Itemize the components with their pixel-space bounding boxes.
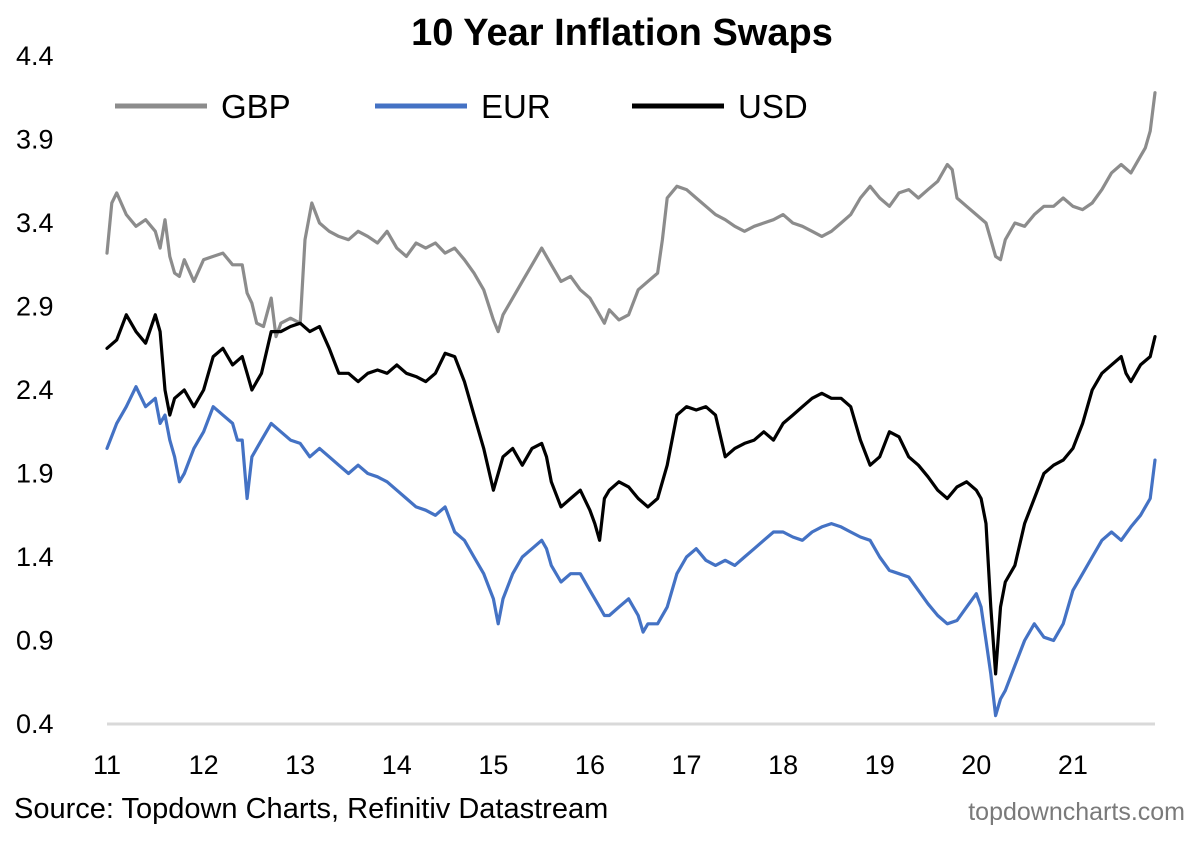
- x-tick-label: 11: [93, 750, 121, 780]
- plot-area: [105, 91, 1157, 718]
- y-tick-label: 1.9: [16, 459, 54, 489]
- y-tick-label: 1.4: [16, 542, 54, 572]
- legend-label-gbp: GBP: [221, 88, 291, 125]
- x-tick-label: 15: [478, 750, 508, 780]
- y-tick-label: 3.9: [16, 125, 54, 155]
- x-tick-label: 12: [189, 750, 219, 780]
- y-tick-label: 3.4: [16, 208, 54, 238]
- series-line-eur: [105, 385, 1157, 718]
- legend-label-eur: EUR: [481, 88, 551, 125]
- x-tick-label: 21: [1058, 750, 1088, 780]
- source-note: Source: Topdown Charts, Refinitiv Datast…: [14, 793, 608, 825]
- series-line-usd: [105, 313, 1157, 676]
- chart-title: 10 Year Inflation Swaps: [411, 12, 833, 54]
- x-tick-label: 13: [285, 750, 315, 780]
- x-axis: 11 12 13 14 15 16 17 18 19 20 21: [93, 750, 1088, 780]
- x-tick-label: 14: [382, 750, 412, 780]
- x-tick-label: 18: [768, 750, 798, 780]
- y-tick-label: 4.4: [16, 41, 54, 71]
- y-tick-label: 2.9: [16, 292, 54, 322]
- legend: GBP EUR USD: [115, 88, 808, 125]
- brand-watermark: topdowncharts.com: [968, 798, 1185, 826]
- y-tick-label: 0.4: [16, 709, 54, 739]
- x-tick-label: 16: [575, 750, 605, 780]
- x-tick-label: 20: [961, 750, 991, 780]
- x-tick-label: 19: [865, 750, 895, 780]
- y-axis: 0.4 0.9 1.4 1.9 2.4 2.9 3.4 3.9 4.4: [16, 41, 54, 739]
- y-tick-label: 2.4: [16, 375, 54, 405]
- series-line-gbp: [105, 91, 1157, 339]
- y-tick-label: 0.9: [16, 626, 54, 656]
- x-tick-label: 17: [672, 750, 702, 780]
- legend-label-usd: USD: [738, 88, 808, 125]
